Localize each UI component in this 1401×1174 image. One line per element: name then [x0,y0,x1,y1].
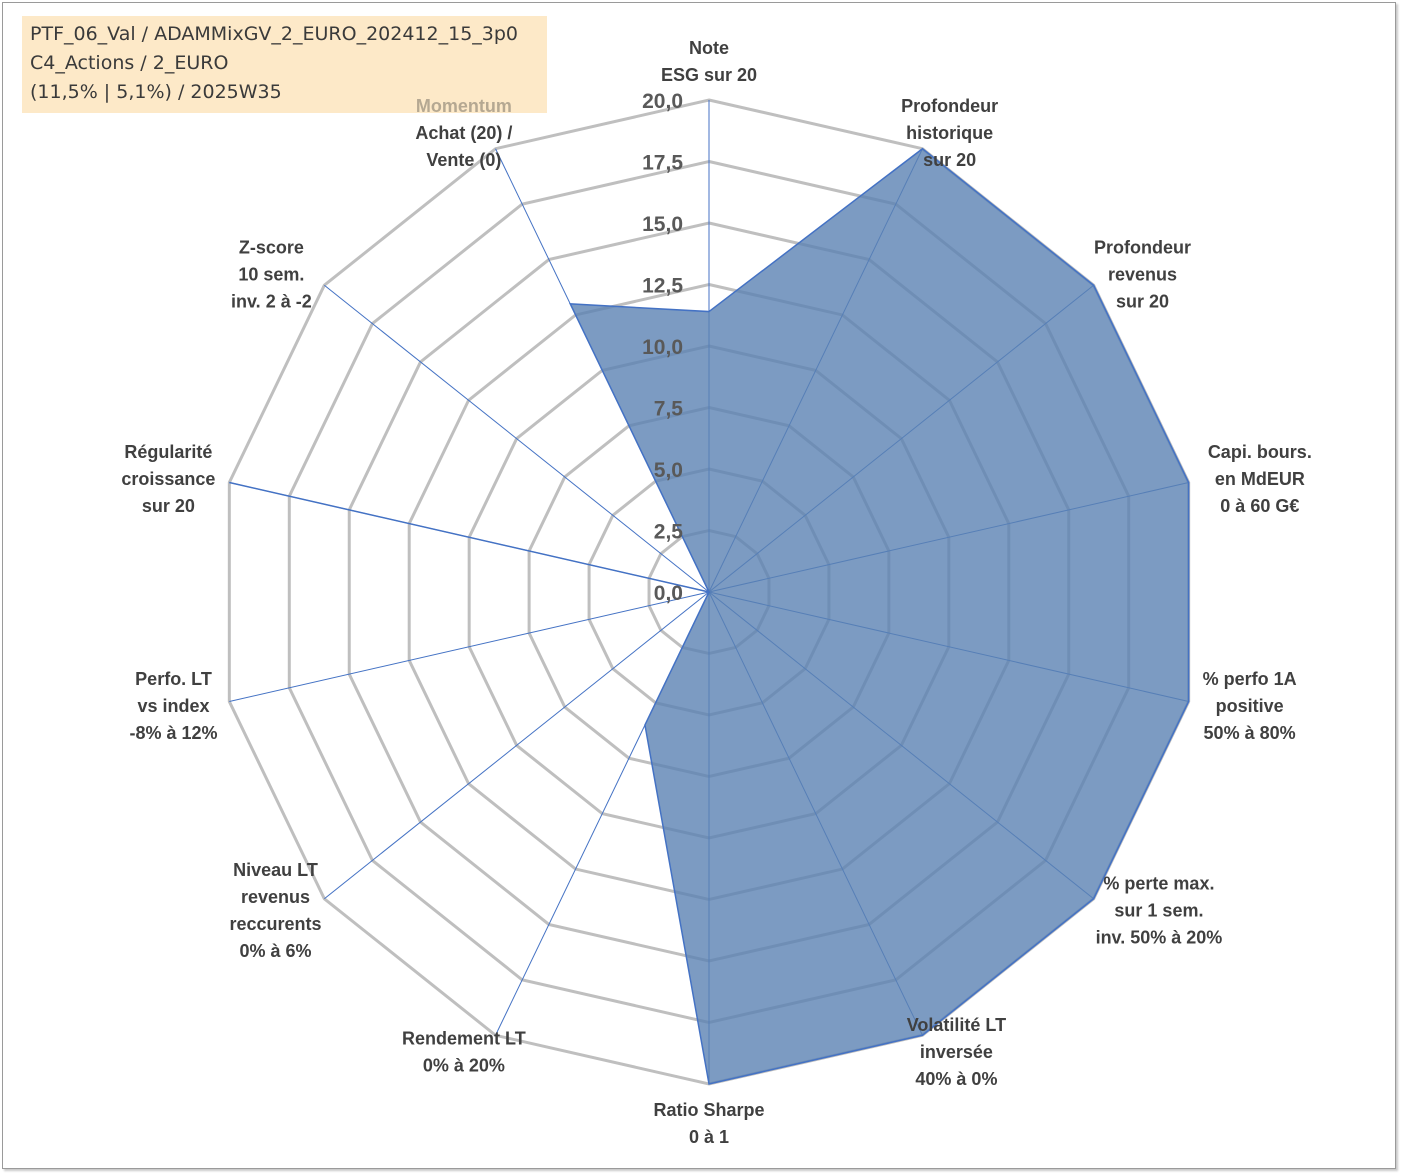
axis-label-13-line-1: Achat (20) / [415,123,512,143]
axis-label-2-line-1: revenus [1108,265,1177,285]
info-box: PTF_06_Val / ADAMMixGV_2_EURO_202412_15_… [22,16,547,113]
series-area [229,147,1190,1085]
axis-label-3-line-0: Capi. bours. [1208,442,1312,462]
axis-label-10-line-2: -8% à 12% [129,723,217,743]
spoke-9 [324,591,710,900]
axis-label-6-line-1: inversée [920,1042,993,1062]
axis-label-13: Momentum Achat (20) / Vente (0) [415,96,512,170]
tick-layer: 0,0 2,5 5,0 7,5 10,0 12,5 15,0 17,5 20,0 [642,90,683,605]
tick-label-2: 5,0 [654,459,683,482]
axis-label-1: Profondeur historique sur 20 [901,96,998,170]
axis-label-0-line-1: ESG sur 20 [661,65,757,85]
axis-label-5: % perte max. sur 1 sem. inv. 50% à 20% [1096,873,1223,947]
axis-label-0-line-0: Note [689,38,729,58]
tick-label-6: 15,0 [642,213,683,236]
axis-label-8-line-1: 0% à 20% [423,1055,505,1075]
axis-label-11: Régularité croissance sur 20 [121,442,215,516]
axis-label-7-line-1: 0 à 1 [689,1127,729,1147]
axis-label-2-line-0: Profondeur [1094,238,1191,258]
axis-label-2-line-2: sur 20 [1116,292,1169,312]
axis-label-10-line-0: Perfo. LT [135,669,212,689]
axis-label-12: Z-score 10 sem. inv. 2 à -2 [231,238,312,312]
info-line-1: PTF_06_Val / ADAMMixGV_2_EURO_202412_15_… [30,23,519,45]
axis-label-4-line-1: positive [1216,696,1284,716]
axis-label-layer: Note ESG sur 20 Profondeur historique sur 20… [121,38,1311,1147]
info-line-2: C4_Actions / 2_EURO [30,52,229,74]
tick-label-5: 12,5 [642,275,683,298]
axis-label-11-line-2: sur 20 [142,496,195,516]
axis-label-9: Niveau LT revenus reccurents 0% à 6% [229,860,321,961]
axis-label-3-line-1: en MdEUR [1215,469,1305,489]
spoke-12 [324,284,710,593]
axis-label-10-line-1: vs index [137,696,209,716]
axis-label-9-line-3: 0% à 6% [239,941,311,961]
tick-label-1: 2,5 [654,521,684,544]
axis-label-1-line-1: historique [906,123,993,143]
axis-label-9-line-2: reccurents [229,914,321,934]
axis-label-5-line-0: % perte max. [1103,873,1214,893]
info-line-3: (11,5% | 5,1%) / 2025W35 [30,81,282,103]
axis-label-8: Rendement LT 0% à 20% [402,1028,526,1075]
tick-label-7: 17,5 [642,152,683,175]
tick-label-4: 10,0 [642,336,683,359]
axis-label-5-line-1: sur 1 sem. [1114,900,1203,920]
axis-label-3-line-2: 0 à 60 G€ [1220,496,1299,516]
axis-label-11-line-1: croissance [121,469,215,489]
axis-label-4-line-0: % perfo 1A [1203,669,1297,689]
axis-label-9-line-1: revenus [241,887,310,907]
axis-label-6: Volatilité LT inversée 40% à 0% [907,1015,1006,1089]
tick-label-3: 7,5 [654,398,684,421]
axis-label-4-line-2: 50% à 80% [1204,723,1296,743]
axis-label-11-line-0: Régularité [124,442,212,462]
axis-label-9-line-0: Niveau LT [233,860,318,880]
axis-label-6-line-2: 40% à 0% [915,1069,997,1089]
axis-label-8-line-0: Rendement LT [402,1028,526,1048]
axis-label-13-line-0: Momentum [416,96,512,116]
axis-label-4: % perfo 1A positive 50% à 80% [1203,669,1297,743]
axis-label-13-line-2: Vente (0) [426,150,501,170]
axis-label-5-line-2: inv. 50% à 20% [1096,927,1223,947]
axis-label-12-line-1: 10 sem. [238,265,304,285]
axis-label-1-line-0: Profondeur [901,96,998,116]
axis-label-1-line-2: sur 20 [923,150,976,170]
axis-label-6-line-0: Volatilité LT [907,1015,1006,1035]
axis-label-0: Note ESG sur 20 [661,38,757,85]
axis-label-7-line-0: Ratio Sharpe [653,1100,764,1120]
axis-label-12-line-2: inv. 2 à -2 [231,292,312,312]
tick-label-8: 20,0 [642,90,683,113]
axis-label-2: Profondeur revenus sur 20 [1094,238,1191,312]
axis-label-3: Capi. bours. en MdEUR 0 à 60 G€ [1208,442,1312,516]
axis-label-7: Ratio Sharpe 0 à 1 [653,1100,764,1147]
spoke-10 [229,591,710,702]
tick-label-0: 0,0 [654,582,683,605]
axis-label-10: Perfo. LT vs index -8% à 12% [129,669,217,743]
series-layer [229,147,1190,1085]
axis-label-12-line-0: Z-score [239,238,304,258]
